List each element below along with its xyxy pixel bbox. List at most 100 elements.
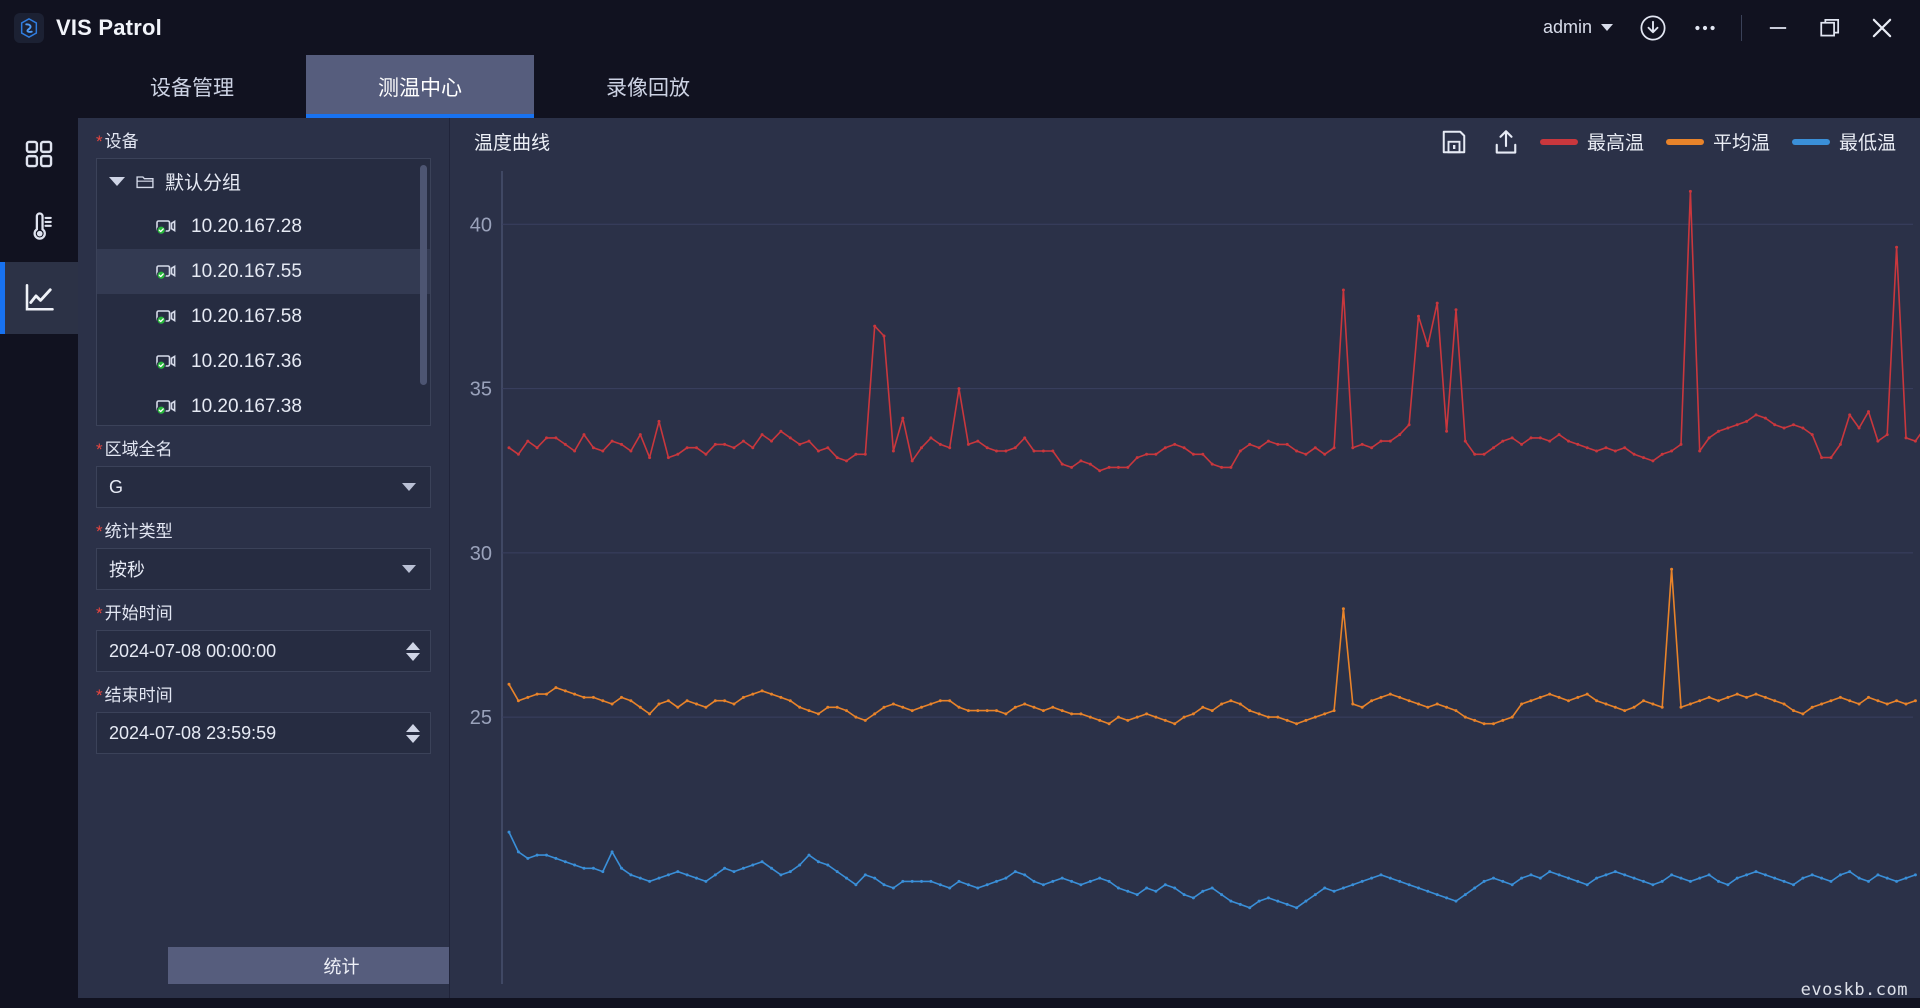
chevron-down-icon xyxy=(402,483,416,491)
chevron-down-icon xyxy=(1601,24,1613,31)
app-title: VIS Patrol xyxy=(56,14,162,40)
window-controls: admin xyxy=(1529,0,1920,55)
camera-online-icon xyxy=(155,217,179,237)
stat-type-value: 按秒 xyxy=(109,560,145,580)
stepper-up-icon[interactable] xyxy=(406,723,420,732)
label-text: 开始时间 xyxy=(104,604,173,623)
thermometer-icon[interactable] xyxy=(0,190,78,262)
chart-title: 温度曲线 xyxy=(474,133,551,154)
chart-toolbar: 最高温 平均温 最低温 xyxy=(1428,122,1920,162)
legend-label-avg: 平均温 xyxy=(1712,133,1770,154)
stepper-up-icon[interactable] xyxy=(406,641,420,650)
stat-type-field-label: * 统计类型 xyxy=(78,508,449,548)
chevron-down-icon xyxy=(402,565,416,573)
device-ip-label: 10.20.167.38 xyxy=(191,395,302,417)
save-floppy-icon[interactable] xyxy=(1428,122,1480,162)
start-time-input[interactable]: 2024-07-08 00:00:00 xyxy=(96,630,431,672)
stat-type-select[interactable]: 按秒 xyxy=(96,548,431,590)
bottom-bar xyxy=(0,998,1920,1008)
tree-item-device[interactable]: 10.20.167.36 xyxy=(97,339,430,384)
series-markers-0 xyxy=(507,189,1917,473)
series-line-2 xyxy=(508,831,1916,909)
legend-label-min: 最低温 xyxy=(1838,133,1896,154)
maximize-restore-icon[interactable] xyxy=(1804,0,1856,55)
y-tick-label: 35 xyxy=(470,379,492,401)
close-icon[interactable] xyxy=(1856,0,1908,55)
stepper-down-icon[interactable] xyxy=(406,734,420,743)
chevron-down-icon[interactable] xyxy=(109,177,125,186)
legend-item-max-temp[interactable]: 最高温 xyxy=(1539,128,1644,155)
chart-panel: 温度曲线 xyxy=(449,118,1920,1008)
watermark: evoskb.com xyxy=(1800,980,1908,1000)
chart-legend: 最高温 平均温 最低温 xyxy=(1539,128,1908,155)
legend-swatch-min xyxy=(1791,138,1830,145)
brand: VIS Patrol xyxy=(0,12,162,43)
legend-label-max: 最高温 xyxy=(1586,133,1644,154)
y-tick-label: 30 xyxy=(470,543,492,565)
device-ip-label: 10.20.167.58 xyxy=(191,305,302,327)
tree-group-label: 默认分组 xyxy=(165,173,242,194)
camera-online-icon xyxy=(155,262,179,282)
device-tree[interactable]: 默认分组 10.20.167.28 xyxy=(96,158,431,426)
user-name: admin xyxy=(1542,17,1592,37)
series-markers-2 xyxy=(507,830,1917,910)
required-marker: * xyxy=(96,686,103,705)
user-menu[interactable]: admin xyxy=(1529,17,1627,38)
camera-online-icon xyxy=(155,397,179,417)
minimize-icon[interactable] xyxy=(1752,0,1804,55)
tab-device-management[interactable]: 设备管理 xyxy=(150,76,234,100)
area-select[interactable]: G xyxy=(96,466,431,508)
tree-item-device[interactable]: 10.20.167.55 xyxy=(97,249,430,294)
more-options-icon[interactable] xyxy=(1679,0,1731,55)
line-chart-icon[interactable] xyxy=(0,262,78,334)
label-text: 统计类型 xyxy=(104,522,173,541)
query-panel: * 设备 默认分组 xyxy=(78,118,515,1008)
area-value: G xyxy=(109,476,124,497)
tree-group-row[interactable]: 默认分组 xyxy=(97,159,430,204)
legend-item-avg-temp[interactable]: 平均温 xyxy=(1665,128,1770,155)
folder-icon xyxy=(134,172,156,192)
required-marker: * xyxy=(96,604,103,623)
device-ip-label: 10.20.167.28 xyxy=(191,215,302,237)
end-time-field-label: * 结束时间 xyxy=(78,672,449,712)
tab-video-playback[interactable]: 录像回放 xyxy=(606,76,690,100)
end-time-stepper[interactable] xyxy=(406,723,420,743)
required-marker: * xyxy=(96,132,103,151)
camera-online-icon xyxy=(155,307,179,327)
label-text: 结束时间 xyxy=(104,686,173,705)
y-tick-label: 25 xyxy=(470,707,492,729)
required-marker: * xyxy=(96,522,103,541)
stepper-down-icon[interactable] xyxy=(406,652,420,661)
tree-item-device[interactable]: 10.20.167.38 xyxy=(97,384,430,425)
tree-item-device[interactable]: 10.20.167.28 xyxy=(97,204,430,249)
tree-scrollbar[interactable] xyxy=(420,165,427,385)
start-time-field-label: * 开始时间 xyxy=(78,590,449,630)
tab-bar: 设备管理 测温中心 录像回放 xyxy=(0,55,1920,118)
start-time-value: 2024-07-08 00:00:00 xyxy=(109,640,277,661)
series-markers-1 xyxy=(507,567,1917,726)
legend-swatch-avg xyxy=(1665,138,1704,145)
download-circle-icon[interactable] xyxy=(1627,0,1679,55)
device-ip-label: 10.20.167.36 xyxy=(191,350,302,372)
tab-temperature-center[interactable]: 测温中心 xyxy=(306,55,534,118)
grid-icon[interactable] xyxy=(0,118,78,190)
export-upload-icon[interactable] xyxy=(1480,122,1532,162)
temperature-plot: 25 30 35 40 xyxy=(450,165,1920,1008)
label-text: 设备 xyxy=(104,132,139,151)
end-time-input[interactable]: 2024-07-08 23:59:59 xyxy=(96,712,431,754)
legend-swatch-max xyxy=(1539,138,1578,145)
legend-item-min-temp[interactable]: 最低温 xyxy=(1791,128,1896,155)
end-time-value: 2024-07-08 23:59:59 xyxy=(109,722,277,743)
device-field-label: * 设备 xyxy=(78,118,449,158)
y-tick-label: 40 xyxy=(470,214,492,236)
tree-item-device[interactable]: 10.20.167.58 xyxy=(97,294,430,339)
device-ip-label: 10.20.167.55 xyxy=(191,260,302,282)
chart-header: 温度曲线 xyxy=(450,118,1920,165)
icon-rail xyxy=(0,55,78,1008)
plot-svg: 25 30 35 40 xyxy=(470,171,1920,984)
series-line-0 xyxy=(508,190,1920,472)
start-time-stepper[interactable] xyxy=(406,641,420,661)
label-text: 区域全名 xyxy=(104,440,173,459)
vis-patrol-logo-icon xyxy=(14,12,44,43)
title-bar: VIS Patrol admin xyxy=(0,0,1920,55)
